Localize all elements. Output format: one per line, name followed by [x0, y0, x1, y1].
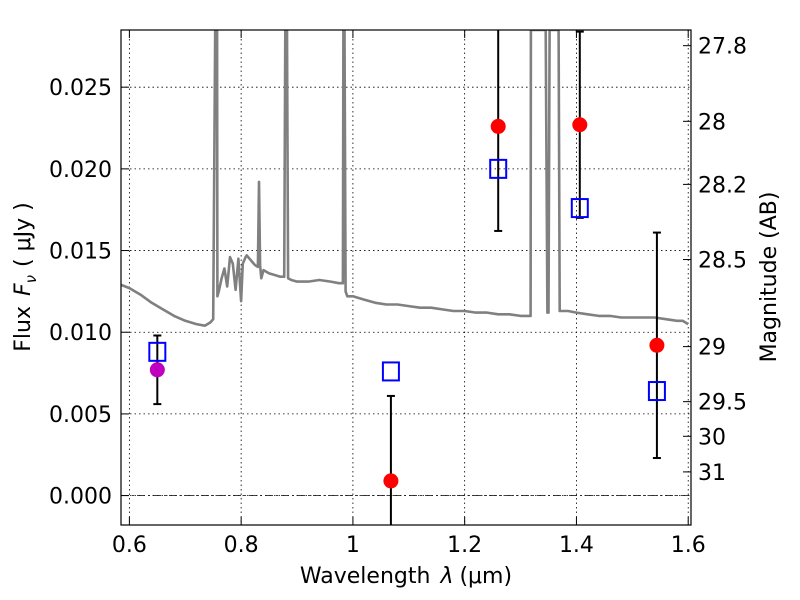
data-point-detections	[649, 337, 665, 353]
spectrum-layer	[121, 30, 689, 328]
data-point-detections	[572, 117, 588, 133]
y-tick-label: 0.000	[49, 485, 112, 510]
y2-axis-label: Magnitude (AB)	[757, 192, 782, 363]
y2-tick-label: 29	[698, 336, 726, 361]
y-tick-label: 0.005	[49, 403, 112, 428]
y2-tick-label: 31	[698, 461, 726, 486]
data-point-model	[570, 198, 589, 219]
y2-tick-label: 27.8	[698, 35, 747, 60]
y2-tick-label: 29.5	[698, 391, 747, 416]
x-tick-label: 1.6	[671, 533, 706, 558]
data-point-model	[647, 381, 666, 402]
y2-tick-label: 28.2	[698, 173, 747, 198]
y2-tick-label: 30	[698, 425, 726, 450]
data-point-model	[381, 361, 400, 382]
data-markers	[148, 117, 666, 489]
x-tick-label: 1.2	[447, 533, 482, 558]
x-tick-label: 0.6	[112, 533, 147, 558]
y-axis-label: FluxFν( μJy )	[11, 202, 40, 351]
data-point-model	[148, 341, 167, 362]
y2-tick-label: 28.5	[698, 249, 747, 274]
y-tick-label: 0.010	[49, 321, 112, 346]
data-point-detections	[490, 118, 506, 134]
y-tick-label: 0.015	[49, 240, 112, 265]
y2-tick-label: 28	[698, 110, 726, 135]
y-tick-label: 0.020	[49, 158, 112, 183]
data-point-model	[489, 158, 508, 179]
data-point-optical	[149, 362, 165, 378]
x-tick-label: 0.8	[224, 533, 259, 558]
x-tick-label: 1	[346, 533, 360, 558]
axis-ticks: 0.6 0.8 1 1.2 1.4 1.6 0.000 0.005 0.010 0.015 0.02…	[49, 30, 747, 558]
spectrum-line	[121, 30, 689, 328]
data-point-detections	[383, 473, 399, 489]
x-tick-label: 1.4	[559, 533, 594, 558]
x-axis-label: Wavelength λ (μm)	[300, 564, 512, 589]
plot-frame	[120, 29, 692, 526]
y-tick-label: 0.025	[49, 76, 112, 101]
